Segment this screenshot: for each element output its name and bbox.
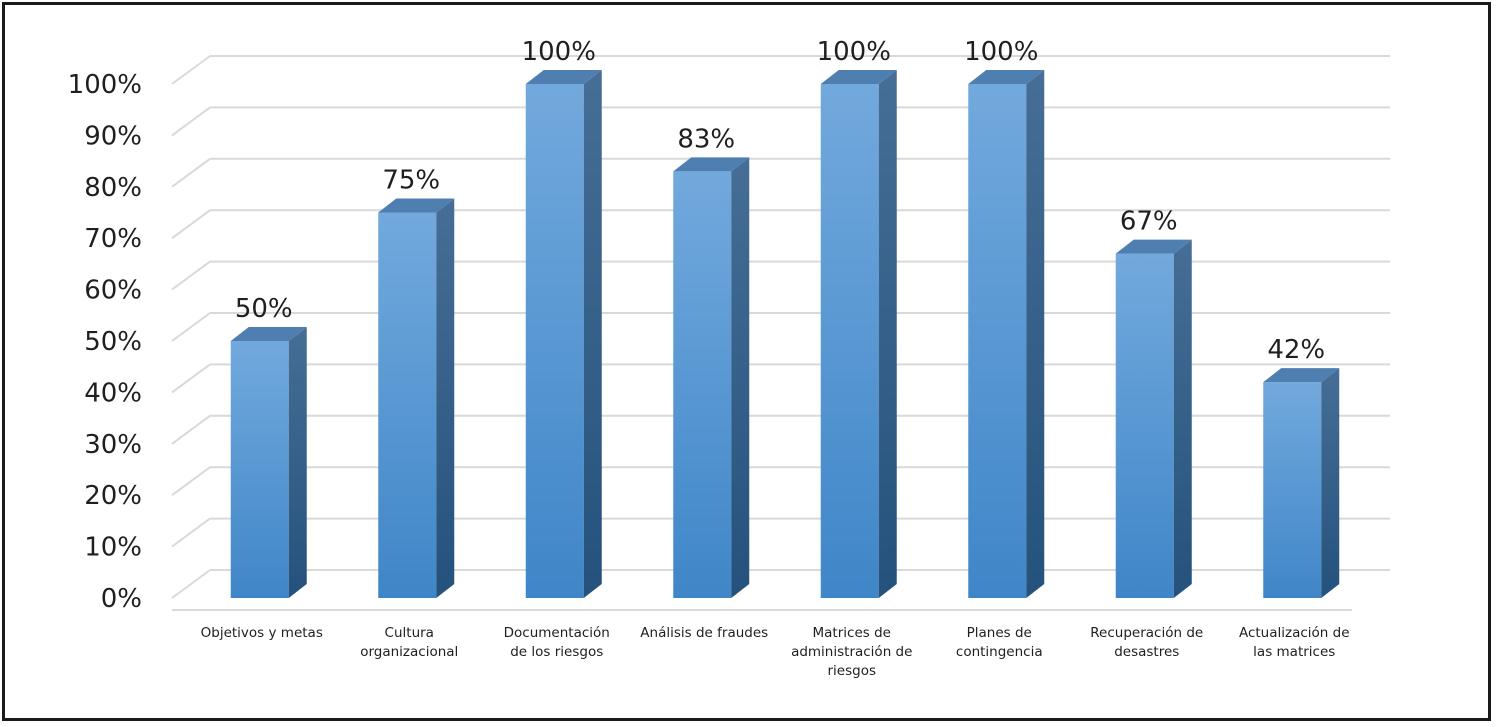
bar-side — [1321, 368, 1340, 598]
x-category-label: Planes de contingencia — [956, 625, 1043, 660]
bar-front — [673, 171, 732, 598]
bar-side — [731, 157, 750, 598]
x-category-label: Recuperación de desastres — [1090, 625, 1203, 660]
bar — [968, 70, 1045, 598]
data-label: 100% — [522, 37, 596, 67]
gridline-diagonal — [171, 414, 211, 445]
x-category-label-line: de los riesgos — [510, 644, 603, 660]
y-tick-label: 50% — [84, 327, 142, 357]
bar-front — [968, 84, 1027, 598]
x-category-label-line: administración de — [791, 644, 912, 660]
gridline-diagonal — [171, 106, 211, 137]
gridline-diagonal — [171, 466, 211, 497]
y-tick-label: 80% — [84, 173, 142, 203]
bar-side — [878, 70, 897, 598]
bar-front — [378, 212, 437, 598]
x-category-label: Actualización de las matrices — [1239, 625, 1350, 660]
bar-front — [1115, 253, 1174, 598]
gridline-diagonal — [171, 569, 211, 599]
y-tick-label: 100% — [68, 70, 142, 100]
bar-side — [1173, 239, 1192, 598]
gridline-diagonal — [171, 209, 211, 240]
gridline-diagonal — [171, 312, 211, 342]
y-axis-ticks: 0% 10% 20% 30% 40% 50% 60% 70% 80% 90% 100% — [68, 70, 142, 614]
y-tick-label: 40% — [84, 378, 142, 408]
x-category-label-line: Actualización de — [1239, 625, 1350, 641]
x-category-label-line: Documentación — [504, 625, 610, 641]
gridline-diagonal — [171, 157, 211, 188]
data-label: 100% — [964, 37, 1038, 67]
bar — [1263, 368, 1340, 598]
x-category-label-line: riesgos — [827, 663, 876, 679]
gridline-diagonal — [171, 55, 211, 85]
y-tick-label: 0% — [101, 584, 142, 614]
y-tick-label: 30% — [84, 430, 142, 460]
bar-front — [1263, 382, 1322, 598]
y-tick-label: 60% — [84, 276, 142, 306]
x-category-label-line: organizacional — [360, 644, 458, 660]
bar-side — [436, 198, 455, 598]
data-label: 42% — [1267, 335, 1325, 365]
bar-top — [230, 327, 307, 341]
data-label: 83% — [677, 124, 735, 154]
bar-top — [1263, 368, 1340, 383]
x-category-label-line: desastres — [1114, 644, 1179, 660]
bar-top — [1115, 239, 1192, 254]
x-category-label: Cultura organizacional — [360, 625, 458, 660]
x-category-label-line: las matrices — [1253, 644, 1335, 660]
data-labels: 50% 75% 100% 83% 100% 100% 67% 42% — [235, 37, 1325, 365]
bars — [230, 70, 1340, 598]
x-axis-labels: Objetivos y metas Cultura organizacional Do… — [201, 625, 1350, 679]
y-tick-label: 10% — [84, 533, 142, 563]
x-category-label: Análisis de fraudes — [640, 625, 768, 641]
bar — [378, 198, 455, 598]
data-label: 67% — [1120, 207, 1178, 237]
bar-top — [968, 70, 1045, 84]
gridlines — [171, 55, 1390, 611]
x-category-label: Objetivos y metas — [201, 625, 323, 641]
bar — [230, 327, 307, 598]
x-category-label-line: Cultura — [385, 625, 434, 641]
y-tick-label: 20% — [84, 481, 142, 511]
bar — [525, 70, 602, 598]
x-category-label-line: Análisis de fraudes — [640, 625, 768, 641]
y-tick-label: 90% — [84, 121, 142, 151]
x-category-label: Documentación de los riesgos — [504, 625, 610, 660]
bar-front — [230, 341, 289, 598]
x-category-label-line: Matrices de — [813, 625, 891, 641]
bar-top — [378, 198, 455, 213]
x-category-label-line: Planes de — [967, 625, 1032, 641]
bar-side — [583, 70, 602, 598]
data-label: 50% — [235, 294, 293, 324]
x-category-label-line: Recuperación de — [1090, 625, 1203, 641]
bar-top — [673, 157, 750, 172]
y-tick-label: 70% — [84, 224, 142, 254]
x-category-label-line: contingencia — [956, 644, 1043, 660]
x-category-label-line: Objetivos y metas — [201, 625, 323, 641]
x-category-label: Matrices de administración de riesgos — [791, 625, 912, 679]
gridline-diagonal — [171, 517, 211, 548]
data-label: 75% — [382, 166, 440, 196]
bar-side — [1026, 70, 1045, 598]
bar-side — [288, 327, 307, 598]
bar-top — [525, 70, 602, 84]
gridline-diagonal — [171, 260, 211, 291]
gridline-diagonal — [171, 363, 211, 394]
bar — [820, 70, 897, 598]
bar — [1115, 239, 1192, 598]
bar-front — [525, 84, 584, 598]
bar-front — [820, 84, 879, 598]
data-label: 100% — [817, 37, 891, 67]
bar — [673, 157, 750, 598]
bar-top — [820, 70, 897, 84]
